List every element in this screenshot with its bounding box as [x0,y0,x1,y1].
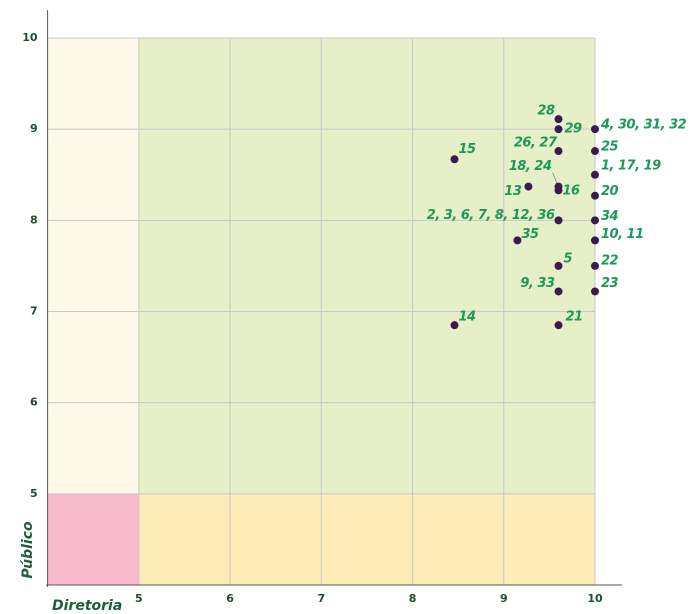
point-label: 23 [601,276,619,291]
x-tick-label: 6 [226,592,234,605]
point [554,147,563,156]
point [591,191,599,200]
point-label: 1, 17, 19 [601,158,661,173]
y-tick-label: 9 [30,122,38,135]
point [554,261,563,270]
y-tick-label: 8 [30,213,38,226]
x-tick-label: 10 [587,592,603,605]
x-tick-label: 7 [317,592,325,605]
point-label: 22 [601,253,619,268]
point [554,186,563,195]
point [591,170,599,179]
quadrant [138,38,596,494]
quadrants [47,38,596,585]
point [450,321,459,330]
x-tick-label: 5 [135,592,143,605]
point-label: 10, 11 [601,227,644,242]
point [591,287,599,296]
x-tick-label: 8 [409,592,417,605]
grid: 5 6 7 8 9 10 5 6 7 8 9 10 [22,31,603,605]
point-label: 13 [504,184,522,199]
point-label: 21 [566,310,583,325]
point [591,147,599,156]
point [554,216,563,225]
y-tick-label: 6 [30,396,38,409]
point-label: 29 [565,122,583,137]
point [450,155,459,164]
point-label: 5 [564,251,573,266]
point-label: 18, 24 [509,159,552,174]
y-tick-label: 7 [30,305,38,318]
point-label: 35 [521,227,539,242]
x-axis-label: Diretoria [52,598,122,614]
point-label: 28 [537,104,555,119]
point [591,216,599,225]
point [554,125,563,134]
y-tick-label: 10 [22,31,38,44]
point [591,236,599,245]
quadrant [47,38,139,494]
quadrant [138,493,596,585]
y-tick-label: 5 [30,487,38,500]
point-label: 4, 30, 31, 32 [600,118,687,133]
point-label: 26, 27 [514,136,558,151]
point-label: 9, 33 [520,276,555,291]
point [591,125,599,134]
point [554,321,563,330]
point [554,287,563,296]
quadrant [47,493,139,585]
point-label: 34 [601,209,619,224]
point-label: 25 [601,140,619,155]
point-label: 20 [601,184,619,199]
y-axis-label: Público [20,521,36,579]
point [524,182,533,191]
point-label: 2, 3, 6, 7, 8, 12, 36 [427,208,555,223]
point-label: 16 [563,184,581,199]
point [513,236,522,245]
points: 28 29 4, 30, 31, 32 26, 27 25 15 1, 17, 19 18, … [427,104,687,330]
point [591,261,599,270]
point [554,115,563,124]
point-label: 15 [459,142,477,157]
x-tick-label: 9 [500,592,508,605]
point-label: 14 [459,310,477,325]
